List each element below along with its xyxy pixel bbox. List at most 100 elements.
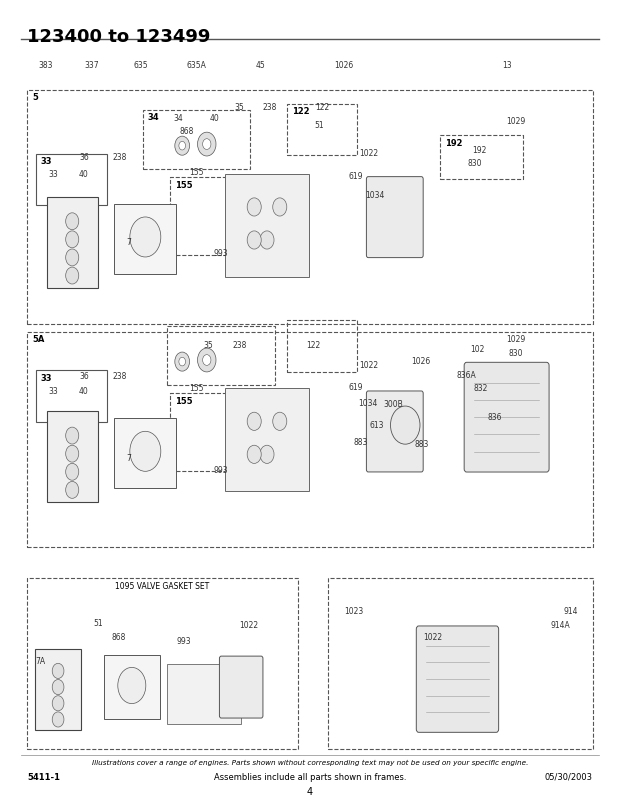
FancyBboxPatch shape	[366, 176, 423, 257]
Text: 7: 7	[126, 238, 131, 247]
Circle shape	[198, 348, 216, 372]
Circle shape	[175, 136, 190, 156]
FancyBboxPatch shape	[167, 664, 241, 723]
Text: 5: 5	[32, 93, 38, 103]
Circle shape	[52, 663, 64, 678]
Text: 1026: 1026	[411, 358, 430, 367]
Text: 836A: 836A	[457, 371, 477, 380]
Text: 238: 238	[112, 152, 126, 161]
FancyBboxPatch shape	[46, 411, 98, 502]
Text: 155: 155	[175, 180, 192, 189]
Text: 5411-1: 5411-1	[27, 773, 60, 782]
Text: 836: 836	[487, 413, 502, 422]
Text: 192: 192	[445, 139, 463, 148]
Text: 1022: 1022	[359, 361, 378, 370]
Circle shape	[66, 231, 79, 248]
Circle shape	[66, 267, 79, 284]
FancyBboxPatch shape	[35, 650, 81, 731]
Text: 13: 13	[502, 61, 512, 71]
Text: 7A: 7A	[36, 657, 46, 666]
Circle shape	[203, 354, 211, 366]
Text: 34: 34	[173, 115, 183, 124]
Text: 7: 7	[126, 454, 131, 464]
Text: 33: 33	[48, 387, 58, 395]
Text: 830: 830	[467, 159, 482, 168]
Circle shape	[273, 412, 287, 431]
Text: 33: 33	[41, 156, 52, 166]
Circle shape	[260, 445, 274, 464]
Text: 993: 993	[214, 466, 228, 475]
Text: 102: 102	[470, 345, 484, 354]
Text: 36: 36	[79, 152, 89, 161]
Text: 300B: 300B	[383, 400, 403, 409]
FancyBboxPatch shape	[104, 655, 160, 719]
Text: 619: 619	[349, 383, 363, 391]
FancyBboxPatch shape	[219, 656, 263, 718]
Text: Assemblies include all parts shown in frames.: Assemblies include all parts shown in fr…	[214, 773, 406, 782]
Text: 1022: 1022	[423, 633, 443, 642]
Text: 05/30/2003: 05/30/2003	[544, 773, 593, 782]
Text: 1022: 1022	[239, 621, 258, 630]
Circle shape	[118, 667, 146, 703]
FancyBboxPatch shape	[416, 626, 498, 732]
Text: 1034: 1034	[365, 191, 384, 200]
Text: 383: 383	[38, 61, 53, 71]
Text: 1029: 1029	[506, 335, 526, 344]
Text: 155: 155	[175, 396, 192, 406]
Text: 4: 4	[307, 787, 313, 797]
Circle shape	[198, 132, 216, 156]
FancyBboxPatch shape	[366, 391, 423, 472]
Text: 830: 830	[508, 350, 523, 358]
Circle shape	[66, 249, 79, 266]
Text: 635A: 635A	[187, 61, 206, 71]
Circle shape	[179, 358, 185, 366]
Text: 613: 613	[369, 421, 384, 430]
Circle shape	[247, 412, 261, 431]
Text: 238: 238	[263, 103, 277, 112]
Text: 914: 914	[564, 606, 578, 616]
Text: 35: 35	[204, 342, 213, 350]
Text: Illustrations cover a range of engines. Parts shown without corresponding text m: Illustrations cover a range of engines. …	[92, 760, 528, 766]
Circle shape	[130, 431, 161, 472]
FancyBboxPatch shape	[46, 197, 98, 288]
Text: 51: 51	[314, 121, 324, 130]
Text: 993: 993	[177, 637, 192, 646]
Text: 1022: 1022	[359, 148, 378, 157]
Circle shape	[179, 141, 185, 150]
Text: 1034: 1034	[359, 399, 378, 407]
Circle shape	[66, 213, 79, 229]
Text: 122: 122	[315, 103, 329, 112]
Circle shape	[66, 427, 79, 444]
Text: 122: 122	[291, 107, 309, 115]
Circle shape	[66, 481, 79, 498]
Circle shape	[52, 695, 64, 711]
Text: 155: 155	[189, 384, 203, 393]
Text: 832: 832	[474, 384, 488, 393]
Text: 155: 155	[189, 168, 203, 177]
Circle shape	[247, 198, 261, 216]
Text: 883: 883	[415, 440, 429, 449]
Text: 337: 337	[84, 61, 99, 71]
Text: 868: 868	[111, 633, 125, 642]
FancyBboxPatch shape	[226, 388, 309, 492]
FancyBboxPatch shape	[464, 363, 549, 472]
Text: 33: 33	[48, 170, 58, 179]
Circle shape	[66, 445, 79, 462]
Circle shape	[175, 352, 190, 371]
Text: 993: 993	[214, 249, 228, 258]
Text: 51: 51	[93, 619, 103, 628]
Text: 5A: 5A	[32, 335, 45, 344]
Circle shape	[247, 445, 261, 464]
Text: 1023: 1023	[345, 606, 364, 616]
FancyBboxPatch shape	[114, 204, 176, 273]
Circle shape	[66, 464, 79, 480]
Circle shape	[203, 139, 211, 149]
Text: 36: 36	[79, 372, 89, 382]
Text: 1095 VALVE GASKET SET: 1095 VALVE GASKET SET	[115, 582, 210, 591]
Circle shape	[52, 679, 64, 695]
Text: 33: 33	[41, 374, 52, 383]
Text: 238: 238	[112, 372, 126, 382]
FancyBboxPatch shape	[114, 418, 176, 488]
Text: 40: 40	[210, 115, 219, 124]
Text: 192: 192	[472, 146, 486, 156]
